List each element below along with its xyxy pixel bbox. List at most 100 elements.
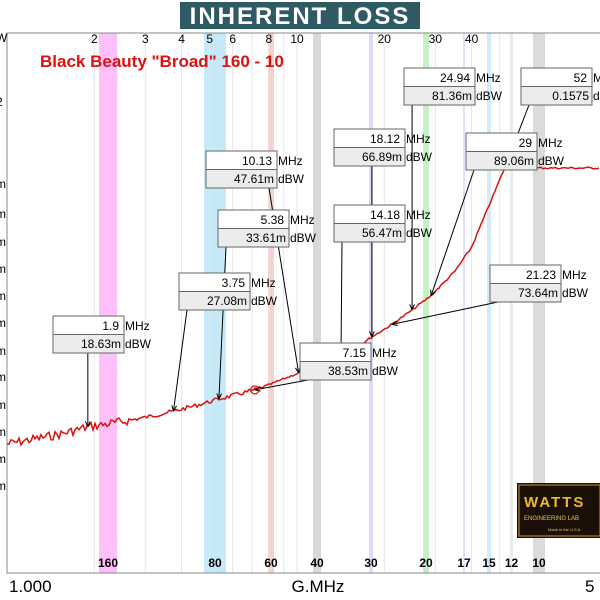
- marker-value-unit: dBW: [372, 364, 399, 378]
- marker-value-unit: dBW: [406, 226, 433, 240]
- marker-frequency-unit: MHz: [406, 208, 431, 222]
- marker-frequency: 1.9: [102, 319, 119, 333]
- top-tick-label: 40: [465, 32, 479, 46]
- band-label: 40: [310, 556, 324, 570]
- band-label: 20: [419, 556, 433, 570]
- band-label: 15: [482, 556, 496, 570]
- marker-value-unit: dBW: [251, 294, 278, 308]
- top-tick-label: 20: [378, 32, 392, 46]
- marker-frequency-unit: MHz: [125, 319, 150, 333]
- band-30m-shade: [369, 33, 373, 573]
- band-label: 12: [505, 556, 519, 570]
- marker-label: 7.15 MHz 38.53m dBW: [299, 342, 399, 381]
- marker-value-unit: dBW: [125, 337, 152, 351]
- marker-value-unit: dBW: [562, 286, 589, 300]
- marker-arrowhead: [85, 421, 91, 428]
- band-40m-shade: [313, 33, 321, 573]
- title-banner: [180, 2, 420, 29]
- top-tick-labels: 2 3 4 5 6 8 10 20 30 40: [91, 32, 479, 46]
- watts-logo: WATTS ENGINEERING LAB Made in the U.S.A.: [517, 483, 600, 538]
- marker-label: 5.38 MHz 33.61m dBW: [217, 209, 317, 248]
- marker-frequency: 14.18: [370, 208, 400, 222]
- y-tick-label: m: [0, 289, 6, 303]
- band-labels: 160 80 60 40 30 20 17 15 12 10: [98, 556, 546, 570]
- marker-frequency-unit: MHz: [278, 154, 303, 168]
- marker-frequency: 24.94: [440, 71, 470, 85]
- marker-frequency: 5.38: [261, 213, 285, 227]
- y-tick-label: m: [0, 479, 6, 493]
- chart-subtitle: Black Beauty "Broad" 160 - 10: [40, 52, 284, 71]
- band-label: 160: [98, 556, 118, 570]
- marker-frequency-unit: MHz: [476, 71, 501, 85]
- marker-arrow: [218, 246, 227, 400]
- marker-label: 10.13 MHz 47.61m dBW: [205, 150, 305, 189]
- marker-frequency-unit: MHz: [251, 276, 276, 290]
- y-tick-label: 2: [0, 95, 3, 109]
- band-label: 60: [264, 556, 278, 570]
- marker-value: 27.08m: [207, 294, 247, 308]
- y-tick-label: m: [0, 207, 6, 221]
- marker-arrowhead: [216, 393, 222, 400]
- marker-frequency: 10.13: [242, 154, 272, 168]
- plot-frame: [6, 32, 600, 574]
- marker-value-unit: dBW: [278, 172, 305, 186]
- y-tick-label: m: [0, 452, 6, 466]
- marker-arrow: [340, 241, 343, 357]
- marker-arrow: [391, 301, 499, 325]
- y-tick-label: m: [0, 344, 6, 358]
- marker-frequency: 21.23: [526, 268, 556, 282]
- y-tick-label: m: [0, 398, 6, 412]
- marker-value: 56.47m: [362, 226, 402, 240]
- marker-value: 89.06m: [494, 154, 534, 168]
- marker-arrow: [254, 379, 309, 391]
- marker-frequency: 18.12: [370, 132, 400, 146]
- marker-arrowhead: [171, 405, 177, 412]
- logo-small: Made in the U.S.A.: [548, 527, 582, 532]
- marker-frequency-unit: MHz: [593, 71, 600, 85]
- marker-arrowhead: [391, 320, 398, 327]
- marker-label: 3.75 MHz 27.08m dBW: [178, 272, 278, 311]
- y-tick-label: m: [0, 262, 6, 276]
- y-tick-label: W: [0, 31, 8, 45]
- band-12m-shade: [510, 33, 513, 573]
- top-tick-label: 30: [429, 32, 443, 46]
- band-label: 30: [364, 556, 378, 570]
- top-tick-label: 6: [229, 32, 236, 46]
- band-160m-shade: [99, 33, 117, 573]
- marker-arrowhead: [369, 331, 375, 338]
- top-tick-label: 8: [266, 32, 273, 46]
- top-tick-label: 10: [290, 32, 304, 46]
- band-label: 17: [457, 556, 471, 570]
- marker-label: 14.18 MHz 56.47m dBW: [333, 204, 433, 243]
- band-17m-shade: [463, 33, 465, 573]
- top-tick-label: 5: [206, 32, 213, 46]
- y-tick-label: m: [0, 316, 6, 330]
- marker-label: 1.9 MHz 18.63m dBW: [52, 315, 152, 354]
- marker-frequency: 3.75: [222, 276, 246, 290]
- marker-label: 52 MHz 0.1575 dBW: [520, 67, 600, 106]
- band-60m-shade: [268, 33, 274, 573]
- marker-label: 29 MHz 89.06m dBW: [465, 132, 565, 171]
- marker-value-unit: dBW: [406, 150, 433, 164]
- marker-value: 47.61m: [234, 172, 274, 186]
- marker-arrowhead: [409, 304, 415, 311]
- y-tick-label: m: [0, 177, 6, 191]
- marker-value-unit: dBW: [476, 89, 503, 103]
- marker-value: 81.36m: [432, 89, 472, 103]
- marker-arrow: [430, 169, 475, 296]
- marker-value: 33.61m: [246, 231, 286, 245]
- marker-value: 18.63m: [81, 337, 121, 351]
- marker-value: 0.1575: [552, 89, 589, 103]
- band-label: 80: [208, 556, 222, 570]
- marker-point: [250, 385, 260, 395]
- y-tick-label: m: [0, 235, 6, 249]
- top-tick-label: 3: [142, 32, 149, 46]
- left-axis-partial-labels: W2mmmmmmmmmmmm: [0, 31, 8, 493]
- marker-frequency: 29: [519, 136, 533, 150]
- marker-frequency-unit: MHz: [538, 136, 563, 150]
- marker-arrow: [172, 309, 188, 412]
- marker-value-unit: dBW: [593, 89, 600, 103]
- marker-frequency: 52: [574, 71, 588, 85]
- x-axis-label: G.MHz: [292, 577, 345, 596]
- marker-value-unit: dBW: [290, 231, 317, 245]
